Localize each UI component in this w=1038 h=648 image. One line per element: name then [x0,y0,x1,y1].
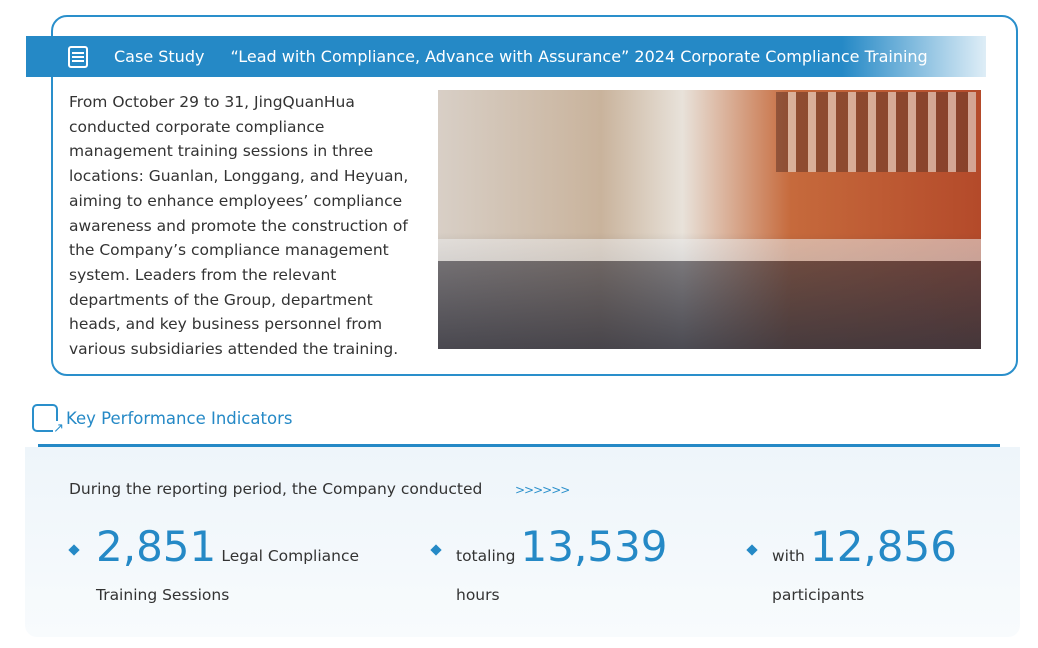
stat-prefix: with [772,547,805,565]
arrows-decoration: >>>>>> [515,483,570,497]
kpi-heading: Key Performance Indicators [32,404,293,436]
chart-report-icon [32,404,64,436]
stat-value: 13,539 [520,522,668,571]
stat-line2: Training Sessions [96,586,230,604]
case-study-body: From October 29 to 31, JingQuanHua condu… [69,93,409,359]
stat-value: 12,856 [809,522,957,571]
case-study-title: “Lead with Compliance, Advance with Assu… [230,47,928,66]
training-photo [438,90,981,349]
kpi-intro: During the reporting period, the Company… [69,480,483,498]
stat-prefix: totaling [456,547,516,565]
kpi-divider [38,444,1000,447]
case-study-label: Case Study [114,47,205,66]
photo-wall [776,92,976,172]
case-study-card [51,15,1018,376]
document-icon [68,45,88,68]
stat-suffix: Legal Compliance [221,547,360,565]
case-study-banner: Case Study “Lead with Compliance, Advanc… [26,36,986,77]
kpi-panel [25,447,1020,637]
stat-value: 2,851 [96,522,217,571]
photo-attendees [438,239,981,349]
kpi-heading-text: Key Performance Indicators [66,408,293,428]
stat-line2: hours [456,586,500,604]
stat-line2: participants [772,586,865,604]
